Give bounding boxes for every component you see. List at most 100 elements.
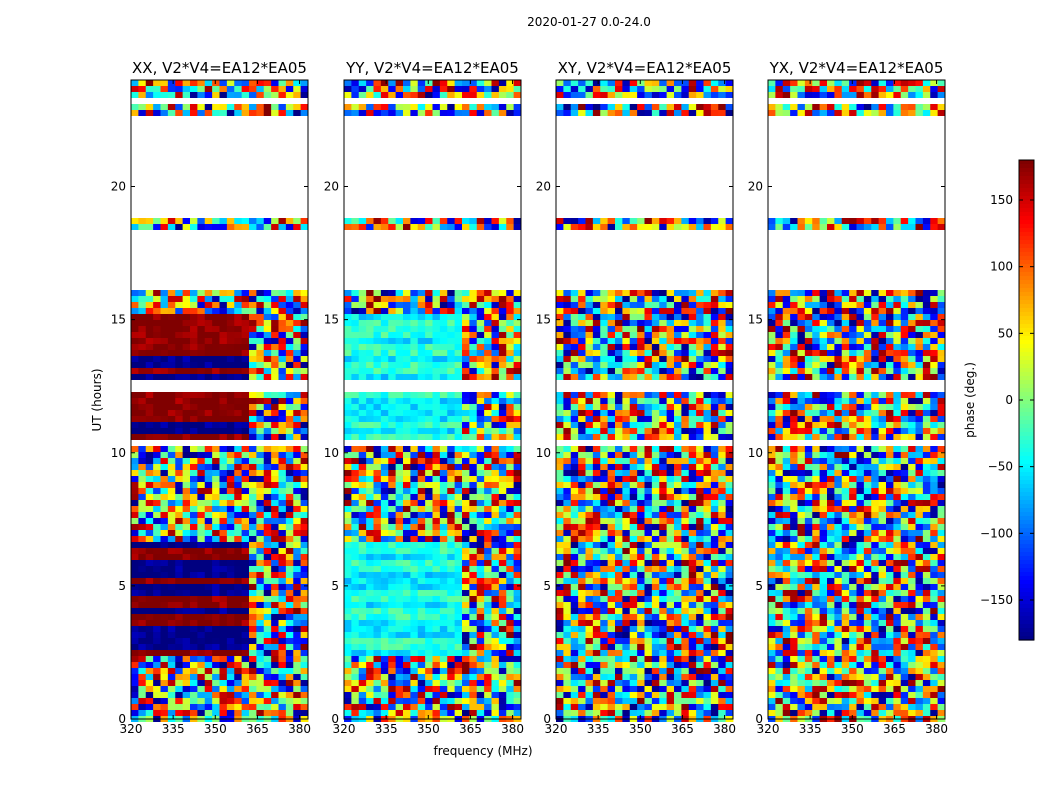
heatmap-cell — [607, 494, 616, 500]
heatmap-cell — [417, 404, 426, 410]
heatmap-cell — [380, 632, 389, 638]
heatmap-cell — [454, 374, 463, 380]
heatmap-cell — [197, 470, 206, 476]
heatmap-cell — [659, 512, 668, 518]
heatmap-cell — [506, 638, 515, 644]
heatmap-cell — [417, 554, 426, 560]
heatmap-cell — [380, 500, 389, 506]
heatmap-cell — [212, 518, 220, 524]
heatmap-cell — [439, 692, 448, 698]
heatmap-cell — [696, 92, 704, 98]
heatmap-cell — [417, 326, 426, 332]
heatmap-cell — [271, 638, 279, 644]
heatmap-cell — [725, 434, 734, 440]
heatmap-cell — [351, 632, 360, 638]
heatmap-cell — [447, 446, 456, 452]
heatmap-cell — [190, 476, 198, 482]
heatmap-cell — [395, 560, 404, 566]
heatmap-cell — [513, 506, 522, 512]
heatmap-cell — [469, 392, 478, 398]
heatmap-cell — [358, 644, 367, 650]
heatmap-cell — [644, 470, 653, 476]
heatmap-cell — [585, 104, 594, 110]
heatmap-cell — [145, 560, 154, 566]
heatmap-cell — [344, 332, 352, 338]
heatmap-cell — [138, 410, 147, 416]
heatmap-cell — [585, 326, 594, 332]
heatmap-cell — [688, 374, 697, 380]
heatmap-cell — [182, 548, 191, 554]
heatmap-cell — [241, 80, 250, 86]
heatmap-cell — [395, 404, 404, 410]
heatmap-cell — [666, 80, 675, 86]
heatmap-cell — [425, 476, 433, 482]
heatmap-cell — [234, 572, 243, 578]
heatmap-cell — [718, 410, 727, 416]
heatmap-cell — [666, 518, 675, 524]
heatmap-cell — [681, 338, 690, 344]
heatmap-cell — [607, 86, 616, 92]
heatmap-cell — [182, 290, 191, 296]
heatmap-cell — [681, 470, 690, 476]
heatmap-cell — [175, 428, 184, 434]
heatmap-cell — [300, 392, 309, 398]
heatmap-cell — [278, 458, 287, 464]
heatmap-cell — [592, 320, 601, 326]
heatmap-cell — [622, 578, 631, 584]
heatmap-cell — [204, 446, 213, 452]
heatmap-cell — [462, 404, 470, 410]
heatmap-cell — [592, 464, 601, 470]
heatmap-cell — [234, 530, 243, 536]
heatmap-cell — [219, 338, 228, 344]
heatmap-cell — [373, 668, 382, 674]
heatmap-cell — [138, 86, 147, 92]
heatmap-cell — [637, 488, 645, 494]
heatmap-cell — [366, 446, 374, 452]
heatmap-cell — [498, 692, 507, 698]
heatmap-cell — [182, 668, 191, 674]
heatmap-cell — [380, 566, 389, 572]
heatmap-cell — [476, 404, 485, 410]
heatmap-cell — [145, 542, 154, 548]
heatmap-cell — [629, 368, 638, 374]
heatmap-cell — [212, 512, 220, 518]
heatmap-cell — [637, 566, 645, 572]
heatmap-cell — [226, 320, 235, 326]
heatmap-cell — [484, 110, 492, 116]
heatmap-cell — [373, 308, 382, 314]
heatmap-cell — [380, 650, 389, 656]
heatmap-cell — [204, 326, 213, 332]
heatmap-cell — [249, 350, 257, 356]
heatmap-cell — [358, 536, 367, 542]
heatmap-cell — [674, 350, 682, 356]
heatmap-cell — [570, 296, 579, 302]
heatmap-cell — [234, 368, 243, 374]
heatmap-cell — [380, 326, 389, 332]
heatmap-cell — [167, 554, 176, 560]
heatmap-cell — [138, 398, 147, 404]
heatmap-cell — [212, 314, 220, 320]
heatmap-cell — [256, 338, 265, 344]
heatmap-cell — [212, 290, 220, 296]
heatmap-cell — [160, 296, 169, 302]
heatmap-cell — [403, 608, 411, 614]
heatmap-cell — [388, 578, 397, 584]
heatmap-cell — [256, 320, 265, 326]
heatmap-cell — [204, 686, 213, 692]
heatmap-cell — [212, 584, 220, 590]
heatmap-cell — [285, 554, 294, 560]
heatmap-cell — [439, 320, 448, 326]
heatmap-cell — [696, 398, 704, 404]
heatmap-cell — [263, 368, 272, 374]
heatmap-cell — [498, 542, 507, 548]
heatmap-cell — [234, 518, 243, 524]
heatmap-cell — [358, 686, 367, 692]
heatmap-cell — [666, 548, 675, 554]
heatmap-cell — [439, 536, 448, 542]
heatmap-cell — [256, 488, 265, 494]
heatmap-cell — [219, 506, 228, 512]
heatmap-cell — [388, 296, 397, 302]
heatmap-cell — [498, 686, 507, 692]
heatmap-cell — [131, 320, 139, 326]
heatmap-cell — [153, 638, 161, 644]
